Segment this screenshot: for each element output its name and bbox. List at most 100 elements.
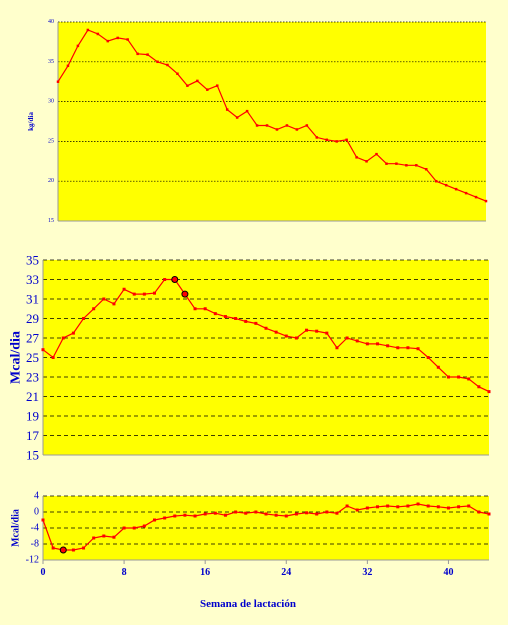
data-point	[183, 513, 187, 517]
data-point	[142, 292, 146, 296]
x-tick-label: 40	[443, 567, 453, 578]
data-point	[196, 79, 199, 83]
data-point	[325, 138, 328, 142]
data-point	[426, 356, 430, 359]
data-point	[92, 307, 96, 311]
y-tick-label: 30	[48, 99, 54, 105]
data-point	[61, 336, 65, 340]
data-point	[335, 346, 339, 350]
data-point	[415, 164, 418, 167]
data-point	[325, 331, 329, 335]
data-point	[376, 505, 379, 509]
y-axis-label: Mcal/dia	[9, 331, 24, 384]
data-point	[284, 334, 288, 338]
data-point	[234, 317, 238, 320]
data-point	[223, 315, 227, 319]
y-tick-label: -8	[31, 539, 39, 550]
data-point	[66, 64, 70, 68]
data-point	[444, 183, 448, 187]
data-point	[464, 191, 468, 195]
data-point	[425, 168, 428, 171]
y-tick-label: 35	[26, 253, 39, 268]
chart-kg-per-day: 15 20 25 30 35 40 kg/dia	[27, 19, 488, 224]
data-point	[255, 124, 259, 127]
data-point	[285, 124, 289, 127]
data-point	[487, 390, 491, 394]
data-point-highlighted	[181, 290, 189, 298]
data-point	[416, 502, 420, 506]
data-point	[136, 52, 139, 56]
data-point	[335, 140, 338, 143]
data-point	[244, 319, 248, 323]
data-point	[275, 128, 279, 131]
y-tick-label: 17	[26, 428, 40, 443]
data-point	[396, 505, 400, 509]
data-point	[126, 38, 129, 41]
data-point	[173, 514, 177, 518]
x-tick-label: 32	[362, 567, 372, 578]
data-point	[122, 287, 126, 291]
data-point	[82, 546, 86, 550]
data-point	[193, 307, 197, 311]
data-point	[102, 534, 106, 538]
data-point	[132, 292, 136, 296]
data-point	[225, 108, 229, 111]
data-point	[264, 512, 268, 516]
data-point	[416, 347, 420, 351]
data-point	[206, 88, 209, 91]
x-tick-label: 24	[281, 567, 291, 578]
data-point	[365, 160, 368, 163]
data-point	[355, 508, 359, 512]
data-point	[386, 344, 390, 348]
y-tick-label: 20	[48, 178, 54, 184]
data-point	[264, 326, 268, 330]
y-tick-label: 29	[26, 311, 39, 326]
data-point	[315, 136, 319, 139]
data-point	[446, 506, 450, 510]
data-point	[176, 72, 179, 75]
data-point	[51, 356, 55, 359]
y-tick-label: 25	[26, 350, 39, 365]
data-point	[213, 312, 217, 316]
data-point	[71, 331, 75, 335]
data-point	[454, 187, 458, 191]
data-point	[434, 179, 438, 183]
data-point	[193, 514, 197, 518]
data-point	[315, 329, 319, 333]
data-point	[305, 124, 309, 127]
y-tick-label: 21	[26, 389, 39, 404]
data-point	[203, 512, 207, 516]
data-point	[153, 518, 156, 522]
data-point	[477, 510, 481, 514]
data-point	[325, 510, 329, 514]
data-point	[436, 505, 440, 509]
data-point	[112, 302, 116, 306]
y-tick-label: 15	[48, 218, 54, 224]
data-point	[234, 510, 238, 514]
data-point	[477, 385, 481, 389]
data-point	[345, 504, 349, 508]
data-point-highlighted	[171, 276, 179, 283]
data-point	[76, 44, 80, 48]
data-point	[163, 516, 167, 520]
data-point	[385, 162, 388, 165]
data-point	[41, 348, 45, 352]
data-point	[122, 526, 126, 530]
x-tick-label: 16	[200, 567, 210, 578]
data-point	[274, 513, 278, 517]
y-tick-label: 19	[26, 409, 39, 424]
data-point	[153, 291, 156, 295]
data-point	[186, 84, 189, 87]
data-point	[284, 514, 288, 518]
data-point	[474, 195, 478, 199]
data-point	[116, 36, 119, 40]
y-axis-label: Mcal/dia	[11, 509, 22, 547]
data-point	[436, 365, 440, 369]
data-point-highlighted	[59, 546, 67, 554]
x-tick-label: 0	[41, 567, 46, 578]
data-point	[71, 548, 75, 552]
data-point	[315, 512, 319, 516]
data-point	[355, 156, 358, 159]
y-tick-label: 33	[26, 272, 39, 287]
